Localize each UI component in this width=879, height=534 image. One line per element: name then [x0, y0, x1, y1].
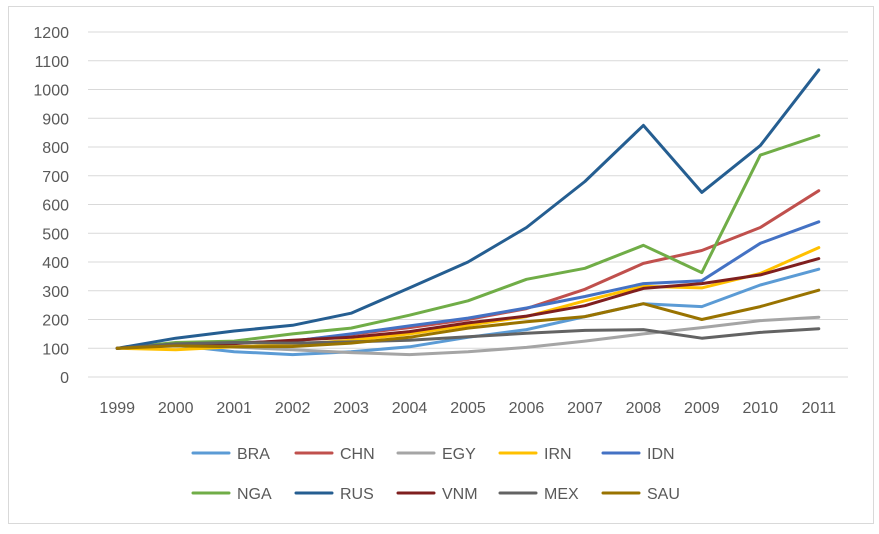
y-tick-label: 200 — [42, 313, 69, 330]
legend-label: VNM — [442, 486, 478, 503]
legend-item-chn: CHN — [294, 446, 375, 463]
legend-label: NGA — [237, 486, 272, 503]
legend-label: MEX — [544, 486, 579, 503]
y-tick-label: 0 — [60, 370, 69, 387]
series-line-rus — [115, 68, 821, 350]
y-tick-label: 800 — [42, 140, 69, 157]
x-tick-label: 2009 — [684, 400, 720, 417]
legend-item-irn: IRN — [498, 446, 572, 463]
x-tick-label: 2005 — [450, 400, 486, 417]
y-tick-label: 1100 — [35, 54, 70, 71]
y-tick-label: 400 — [42, 255, 69, 272]
legend-label: IRN — [544, 446, 572, 463]
legend-label: BRA — [237, 446, 270, 463]
legend-item-sau: SAU — [601, 486, 680, 503]
legend-item-mex: MEX — [498, 486, 579, 503]
series-line-mex — [115, 327, 821, 350]
y-tick-label: 1000 — [33, 83, 69, 100]
x-tick-label: 2006 — [509, 400, 545, 417]
y-tick-label: 500 — [42, 226, 69, 243]
legend-label: SAU — [647, 486, 680, 503]
legend-item-idn: IDN — [601, 446, 675, 463]
legend-item-bra: BRA — [191, 446, 270, 463]
x-axis-tick-labels: 1999 2000 2001 2002 2003 2004 2005 2006 2007 2008… — [99, 400, 836, 417]
y-tick-label: 700 — [42, 169, 69, 186]
y-tick-label: 300 — [42, 284, 69, 301]
y-axis-tick-labels: 0 100 200 300 400 500 600 700 800 900 1000 1100 1200 — [33, 25, 69, 387]
legend-label: CHN — [340, 446, 375, 463]
y-tick-label: 600 — [42, 198, 69, 215]
series-line-sau — [115, 288, 821, 350]
series-lines — [115, 68, 821, 357]
x-tick-label: 2004 — [392, 400, 428, 417]
legend-item-vnm: VNM — [396, 486, 478, 503]
x-tick-label: 2000 — [158, 400, 194, 417]
x-tick-label: 2002 — [275, 400, 311, 417]
legend: BRA CHN EGY IRN IDN NGA RUS VNM MEX SAU — [191, 446, 680, 503]
x-tick-label: 2001 — [216, 400, 252, 417]
x-tick-label: 2003 — [333, 400, 369, 417]
legend-item-egy: EGY — [396, 446, 476, 463]
legend-label: IDN — [647, 446, 675, 463]
y-tick-label: 900 — [42, 111, 69, 128]
y-tick-label: 1200 — [33, 25, 69, 42]
x-tick-label: 2007 — [567, 400, 603, 417]
chart-frame — [8, 6, 874, 524]
x-tick-label: 2011 — [802, 400, 837, 417]
y-tick-label: 100 — [42, 341, 69, 358]
legend-item-nga: NGA — [191, 486, 272, 503]
x-tick-label: 2010 — [743, 400, 779, 417]
legend-item-rus: RUS — [294, 486, 374, 503]
legend-label: EGY — [442, 446, 476, 463]
legend-label: RUS — [340, 486, 374, 503]
x-tick-label: 2008 — [626, 400, 662, 417]
x-tick-label: 1999 — [99, 400, 135, 417]
